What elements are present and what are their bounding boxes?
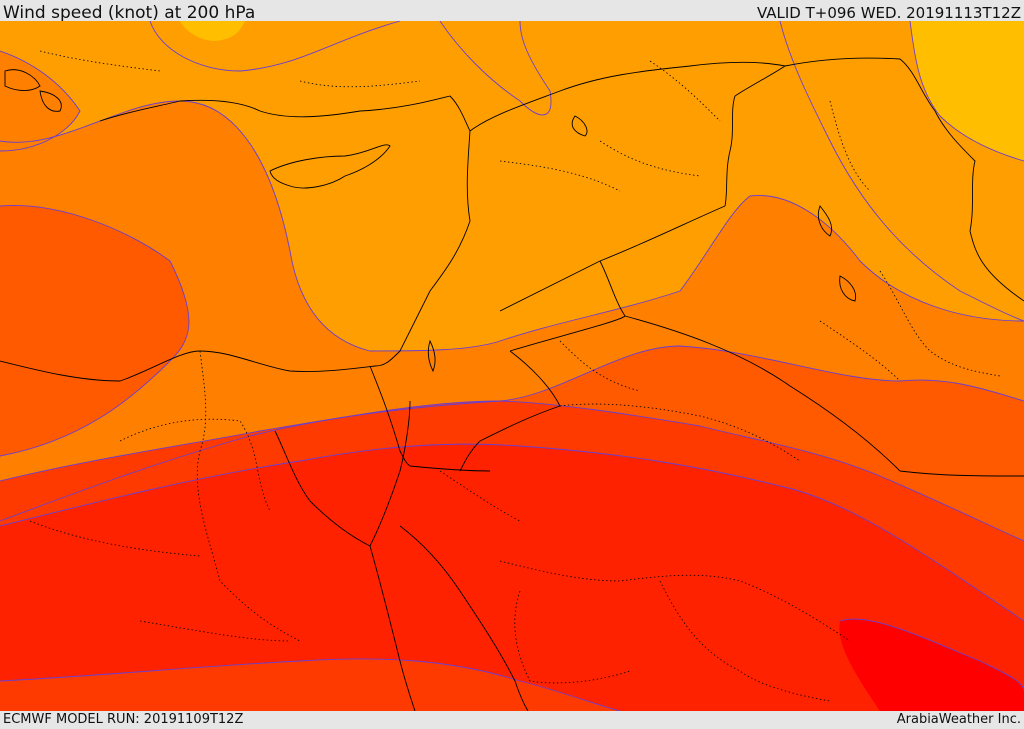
wind-band-10-ne [910,21,1024,161]
wind-speed-map[interactable] [0,21,1024,711]
header-bar: Wind speed (knot) at 200 hPa VALID T+096… [0,0,1024,23]
wind-band-40 [0,205,189,456]
wind-band-70 [839,619,1024,711]
chart-title: Wind speed (knot) at 200 hPa [3,3,256,23]
wind-band-20-north-2 [440,21,551,115]
country-borders [369,57,1024,477]
model-run-label: ECMWF MODEL RUN: 20191109T12Z [3,712,244,727]
province-boundaries [29,50,1001,702]
coastlines [0,69,857,711]
footer-bar: ECMWF MODEL RUN: 20191109T12Z ArabiaWeat… [0,711,1024,729]
wind-band-35-west [0,51,80,151]
wind-band-10-n [180,21,245,41]
map-panel[interactable] [0,21,1024,711]
wind-band-60 [0,444,1024,711]
valid-time: VALID T+096 WED. 20191113T12Z [756,4,1021,22]
credit-label: ArabiaWeather Inc. [896,712,1021,727]
wind-band-55-south [0,658,620,711]
